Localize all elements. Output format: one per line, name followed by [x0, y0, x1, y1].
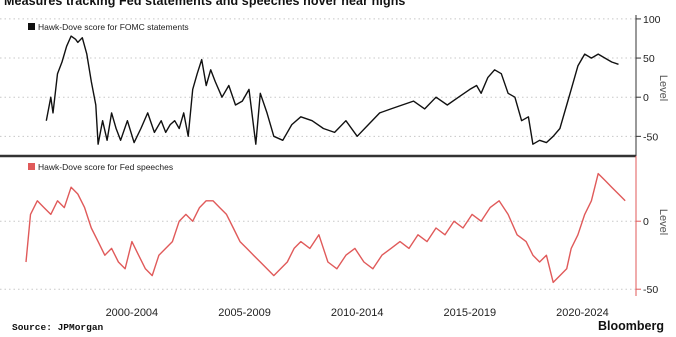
x-tick-label: 2015-2019 [443, 307, 496, 319]
bloomberg-logo: Bloomberg [598, 319, 664, 333]
source-note: Source: JPMorgan [12, 322, 104, 333]
speeches-legend-swatch [28, 163, 35, 170]
x-tick-label: 2010-2014 [331, 307, 384, 319]
top-panel-grid [0, 18, 636, 137]
bottom-legend: Hawk-Dove score for Fed speeches [24, 160, 210, 173]
speeches-series-line [25, 172, 626, 284]
top-y-tick-label: 100 [643, 14, 661, 26]
bottom-y-tick-label: -50 [643, 284, 658, 296]
bottom-y-axis-title: Level [657, 209, 669, 235]
bottom-y-ticks: 0 -50 [636, 216, 658, 296]
top-y-tick-label: 50 [643, 53, 655, 65]
top-y-ticks: 100 50 0 -50 [636, 14, 661, 143]
statements-legend-swatch [28, 23, 35, 30]
x-tick-label: 2000-2004 [106, 307, 159, 319]
x-tick-label: 2020-2024 [556, 307, 609, 319]
top-legend: Hawk-Dove score for FOMC statements [24, 20, 220, 33]
x-axis: 2000-2004 2005-2009 2010-2014 2015-2019 2020… [106, 307, 609, 319]
chart-title: Measures tracking Fed statements and spe… [4, 0, 406, 8]
top-y-tick-label: -50 [643, 131, 658, 143]
statements-series-line [45, 35, 619, 145]
top-y-axis-title: Level [657, 75, 669, 101]
x-tick-label: 2005-2009 [218, 307, 271, 319]
bottom-y-tick-label: 0 [643, 216, 649, 228]
top-y-tick-label: 0 [643, 92, 649, 104]
speeches-legend-label: Hawk-Dove score for Fed speeches [38, 162, 173, 172]
bottom-panel-grid [0, 220, 636, 290]
statements-legend-label: Hawk-Dove score for FOMC statements [38, 22, 189, 32]
